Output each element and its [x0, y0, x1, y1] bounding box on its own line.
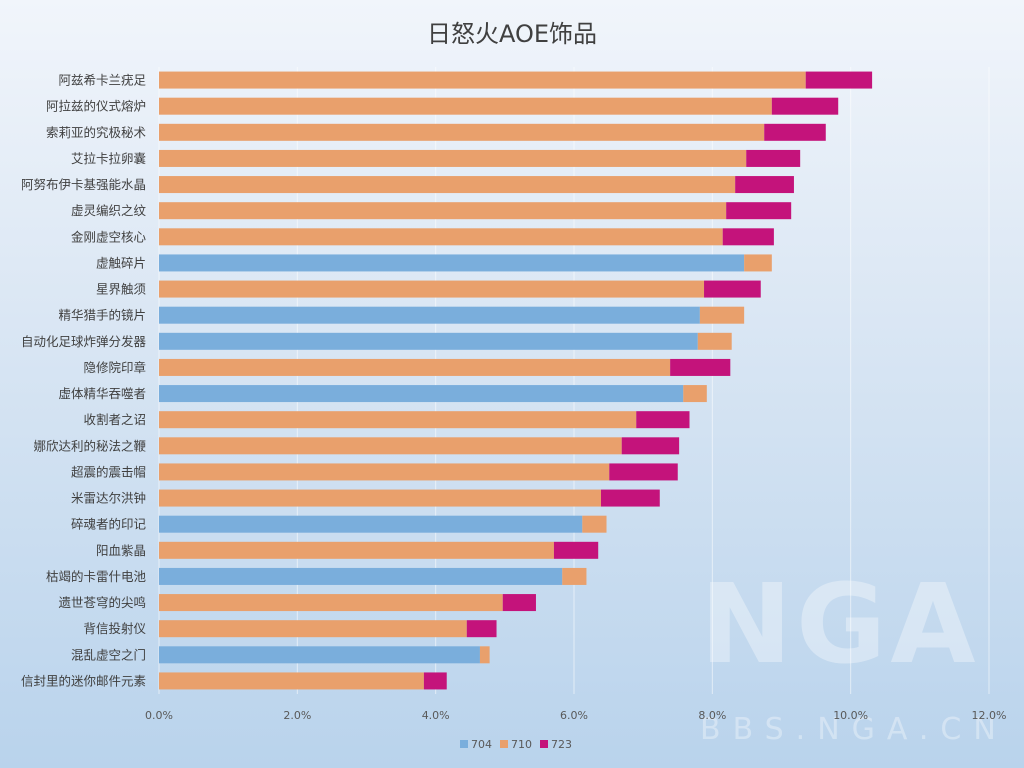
watermark-logo: NGA: [700, 560, 980, 688]
x-tick-label: 6.0%: [560, 709, 588, 722]
bar-segment-723: [771, 97, 839, 115]
category-label: 碎魂者的印记: [71, 517, 147, 532]
category-label: 虚体精华吞噬者: [58, 386, 146, 401]
bar-segment-710: [159, 437, 622, 455]
category-label: 索莉亚的究极秘术: [46, 125, 147, 140]
bar-segment-710: [697, 332, 732, 350]
category-label: 枯竭的卡雷什电池: [46, 569, 147, 584]
bar-segment-710: [159, 594, 503, 612]
bar-segment-710: [683, 385, 707, 403]
bar-segment-710: [159, 280, 705, 298]
x-tick-label: 0.0%: [145, 709, 173, 722]
bar-segment-723: [636, 411, 690, 429]
bar-segment-710: [159, 463, 610, 481]
bar-segment-723: [746, 149, 801, 167]
bar-segment-723: [670, 358, 731, 376]
bar-segment-710: [159, 411, 637, 429]
category-label: 超震的震击帽: [71, 464, 146, 479]
category-label: 虚触碎片: [96, 255, 146, 270]
bar-segment-704: [159, 306, 700, 324]
bar-segment-710: [159, 176, 736, 194]
category-label: 收割者之诏: [83, 412, 146, 427]
chart-title: 日怒火AOE饰品: [426, 20, 598, 48]
bar-segment-710: [159, 97, 772, 115]
bar-segment-710: [159, 358, 671, 376]
bar-segment-710: [159, 123, 765, 141]
bar-segment-704: [159, 515, 583, 533]
category-label: 娜欣达利的秘法之鞭: [33, 438, 146, 453]
x-tick-label: 2.0%: [283, 709, 311, 722]
bar-segment-710: [159, 71, 806, 89]
bar-segment-723: [466, 620, 497, 638]
category-label: 金刚虚空核心: [71, 229, 147, 244]
legend-swatch-723: [540, 740, 548, 748]
bar-segment-710: [159, 202, 727, 220]
bar-segment-710: [479, 646, 490, 664]
bar-segment-723: [805, 71, 873, 89]
category-label: 混乱虚空之门: [71, 647, 146, 662]
bar-segment-710: [744, 254, 772, 272]
x-tick-label: 8.0%: [698, 709, 726, 722]
category-label: 阿努布伊卡基强能水晶: [21, 177, 146, 192]
bar-segment-710: [159, 620, 467, 638]
bar-segment-710: [159, 228, 723, 246]
legend-swatch-704: [460, 740, 468, 748]
bar-segment-710: [582, 515, 607, 533]
category-label: 遗世苍穹的尖鸣: [58, 595, 146, 610]
bar-segment-723: [764, 123, 826, 141]
legend-label-704: 704: [471, 738, 492, 751]
bar-segment-710: [562, 567, 587, 585]
bar-segment-710: [159, 489, 601, 507]
category-label: 阿拉兹的仪式熔炉: [46, 99, 146, 114]
bar-segment-710: [699, 306, 745, 324]
bar-segment-723: [704, 280, 761, 298]
category-label: 艾拉卡拉卵囊: [71, 151, 146, 166]
x-tick-label: 12.0%: [972, 709, 1007, 722]
category-label: 阿兹希卡兰疣足: [58, 73, 146, 88]
bar-segment-704: [159, 385, 684, 403]
bar-segment-723: [553, 541, 599, 559]
category-label: 信封里的迷你邮件元素: [21, 673, 146, 688]
bar-segment-704: [159, 332, 698, 350]
category-label: 隐修院印章: [83, 360, 146, 375]
category-label: 米雷达尔洪钟: [71, 491, 146, 506]
category-label: 精华猎手的镜片: [58, 308, 146, 323]
category-label: 虚灵编织之纹: [71, 203, 147, 218]
bar-segment-704: [159, 646, 480, 664]
x-tick-label: 10.0%: [833, 709, 868, 722]
bar-segment-723: [722, 228, 774, 246]
bar-segment-710: [159, 149, 747, 167]
legend-swatch-710: [500, 740, 508, 748]
bar-segment-723: [735, 176, 794, 194]
bar-segment-704: [159, 254, 745, 272]
bar-segment-710: [159, 672, 424, 690]
bar-segment-704: [159, 567, 563, 585]
category-label: 星界触须: [96, 282, 147, 297]
bar-segment-723: [423, 672, 447, 690]
watermark-site: BBS.NGA.CN: [700, 712, 1008, 747]
category-label: 阳血紫晶: [96, 543, 146, 558]
bar-segment-723: [502, 594, 536, 612]
legend-label-723: 723: [551, 738, 572, 751]
legend-label-710: 710: [511, 738, 532, 751]
x-tick-label: 4.0%: [422, 709, 450, 722]
bar-segment-723: [600, 489, 660, 507]
category-label: 自动化足球炸弹分发器: [21, 334, 147, 349]
category-label: 背信投射仪: [83, 621, 146, 636]
bar-segment-723: [609, 463, 678, 481]
bar-segment-723: [621, 437, 680, 455]
bar-segment-710: [159, 541, 554, 559]
bar-segment-723: [726, 202, 792, 220]
